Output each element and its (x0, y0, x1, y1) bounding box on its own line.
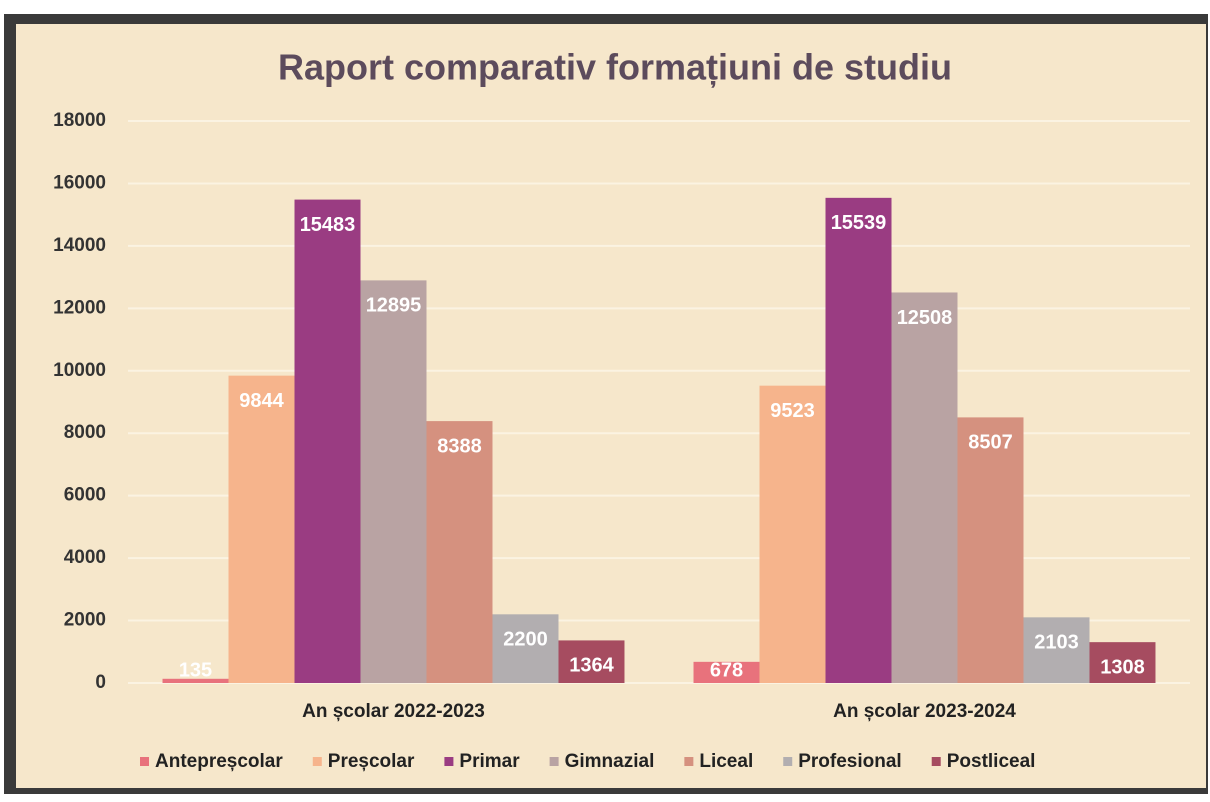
data-label: 12895 (366, 295, 422, 317)
y-tick-label: 8000 (64, 422, 106, 443)
data-label: 15539 (831, 212, 887, 234)
bar (1023, 617, 1090, 683)
y-tick-label: 6000 (64, 485, 106, 506)
x-tick-label: An școlar 2022-2023 (302, 701, 485, 722)
bar (492, 614, 559, 683)
legend-swatch (444, 757, 454, 766)
data-label: 8388 (437, 435, 482, 457)
legend-label: Postliceal (947, 751, 1036, 772)
y-tick-label: 14000 (53, 235, 106, 256)
legend-swatch (684, 757, 694, 766)
chart-title: Raport comparativ formațiuni de studiu (278, 47, 952, 89)
bar (360, 280, 427, 683)
legend-label: Gimnazial (565, 751, 655, 772)
bar (759, 385, 826, 683)
y-tick-label: 0 (95, 672, 106, 693)
bar (693, 661, 760, 683)
x-tick-label: An școlar 2023-2024 (833, 701, 1016, 722)
y-tick-label: 18000 (53, 110, 106, 131)
bar (957, 417, 1024, 683)
legend-label: Primar (459, 751, 520, 772)
data-label: 15483 (300, 214, 356, 236)
data-label: 8507 (968, 432, 1013, 454)
bar (162, 678, 229, 683)
data-label: 135 (179, 659, 212, 681)
legend-label: Antepreșcolar (155, 751, 283, 772)
data-label: 1364 (569, 655, 614, 677)
data-label: 2103 (1034, 632, 1079, 654)
bar (426, 421, 493, 683)
legend-swatch (312, 757, 322, 766)
data-label: 9523 (770, 400, 815, 422)
legend-label: Profesional (798, 751, 901, 772)
y-tick-label: 2000 (64, 610, 106, 631)
data-label: 1308 (1100, 656, 1145, 678)
bar (1089, 642, 1156, 683)
y-tick-label: 16000 (53, 172, 106, 193)
data-label: 2200 (503, 629, 548, 651)
legend-swatch (931, 757, 941, 766)
legend-label: Preșcolar (328, 751, 415, 772)
y-tick-label: 10000 (53, 360, 106, 381)
legend-label: Liceal (699, 751, 753, 772)
y-tick-label: 4000 (64, 547, 106, 568)
bar (891, 292, 958, 683)
y-tick-label: 12000 (53, 297, 106, 318)
bar (825, 197, 892, 683)
bar (558, 640, 625, 683)
bar (228, 375, 295, 683)
legend-swatch (140, 757, 149, 766)
legend-swatch (549, 757, 559, 766)
bar (294, 199, 361, 683)
legend-swatch (783, 757, 793, 766)
data-label: 9844 (239, 390, 284, 412)
data-label: 678 (710, 659, 743, 681)
data-label: 12508 (897, 307, 953, 329)
